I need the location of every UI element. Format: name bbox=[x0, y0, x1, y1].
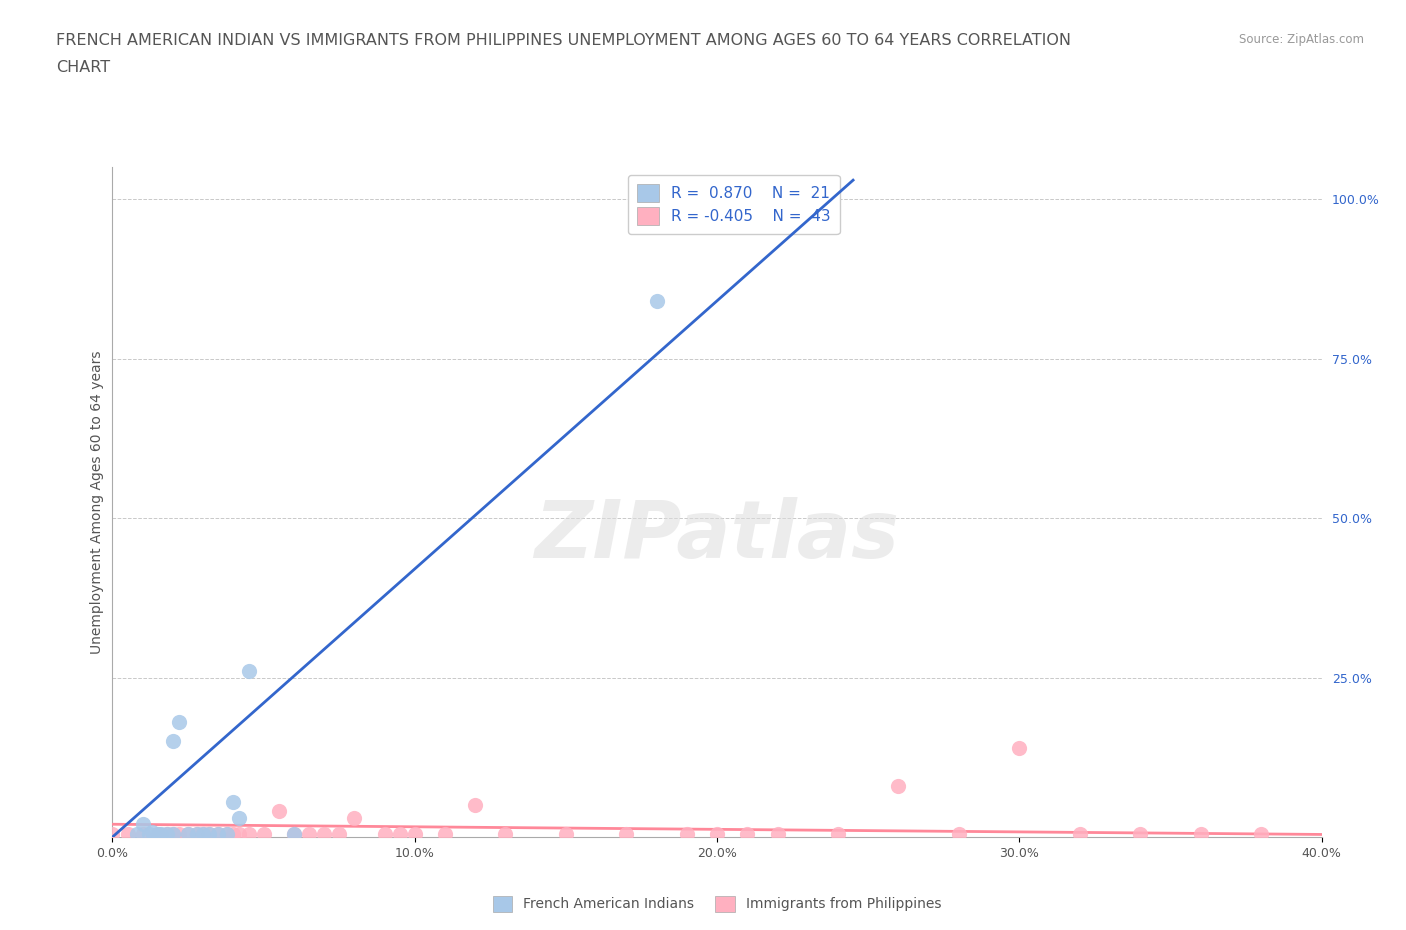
Point bbox=[554, 827, 576, 842]
Point bbox=[198, 827, 221, 842]
Text: Source: ZipAtlas.com: Source: ZipAtlas.com bbox=[1239, 33, 1364, 46]
Point bbox=[162, 827, 184, 842]
Point bbox=[283, 827, 305, 842]
Point bbox=[141, 825, 163, 840]
Point bbox=[948, 827, 970, 842]
Point bbox=[298, 827, 321, 842]
Point bbox=[146, 827, 169, 842]
Point bbox=[404, 827, 426, 842]
Point bbox=[177, 827, 200, 842]
Point bbox=[156, 827, 179, 842]
Point bbox=[283, 827, 305, 842]
Y-axis label: Unemployment Among Ages 60 to 64 years: Unemployment Among Ages 60 to 64 years bbox=[90, 351, 104, 654]
Point bbox=[228, 827, 250, 842]
Point bbox=[1069, 827, 1091, 842]
Point bbox=[149, 827, 172, 842]
Point bbox=[217, 827, 239, 842]
Point bbox=[146, 827, 169, 842]
Point bbox=[186, 827, 208, 842]
Point bbox=[167, 827, 190, 842]
Point bbox=[1129, 827, 1152, 842]
Point bbox=[887, 778, 910, 793]
Point bbox=[314, 827, 336, 842]
Point bbox=[238, 664, 260, 679]
Point bbox=[706, 827, 728, 842]
Point bbox=[1189, 827, 1212, 842]
Point bbox=[198, 827, 221, 842]
Point bbox=[177, 827, 200, 842]
Point bbox=[207, 827, 229, 842]
Point bbox=[162, 827, 184, 842]
Point bbox=[191, 827, 214, 842]
Point bbox=[737, 827, 759, 842]
Text: FRENCH AMERICAN INDIAN VS IMMIGRANTS FROM PHILIPPINES UNEMPLOYMENT AMONG AGES 60: FRENCH AMERICAN INDIAN VS IMMIGRANTS FRO… bbox=[56, 33, 1071, 47]
Point bbox=[374, 827, 396, 842]
Point bbox=[191, 827, 214, 842]
Point bbox=[138, 827, 160, 842]
Point bbox=[207, 827, 229, 842]
Text: ZIPatlas: ZIPatlas bbox=[534, 497, 900, 575]
Point bbox=[433, 827, 456, 842]
Point bbox=[167, 715, 190, 730]
Legend: French American Indians, Immigrants from Philippines: French American Indians, Immigrants from… bbox=[488, 890, 946, 917]
Point bbox=[675, 827, 697, 842]
Point bbox=[186, 827, 208, 842]
Point bbox=[267, 804, 290, 819]
Point bbox=[222, 794, 245, 809]
Point bbox=[132, 827, 155, 842]
Point bbox=[495, 827, 517, 842]
Point bbox=[1250, 827, 1272, 842]
Point bbox=[464, 798, 486, 813]
Text: CHART: CHART bbox=[56, 60, 110, 75]
Point bbox=[117, 827, 139, 842]
Point bbox=[228, 810, 250, 825]
Point bbox=[162, 734, 184, 749]
Point bbox=[238, 827, 260, 842]
Point bbox=[827, 827, 849, 842]
Point bbox=[253, 827, 276, 842]
Point bbox=[388, 827, 411, 842]
Point bbox=[156, 827, 179, 842]
Point bbox=[222, 827, 245, 842]
Point bbox=[125, 827, 148, 842]
Point bbox=[616, 827, 638, 842]
Point bbox=[217, 827, 239, 842]
Point bbox=[328, 827, 350, 842]
Point bbox=[101, 827, 124, 842]
Point bbox=[343, 810, 366, 825]
Point bbox=[132, 817, 155, 831]
Point bbox=[1008, 740, 1031, 755]
Point bbox=[766, 827, 789, 842]
Point bbox=[645, 294, 668, 309]
